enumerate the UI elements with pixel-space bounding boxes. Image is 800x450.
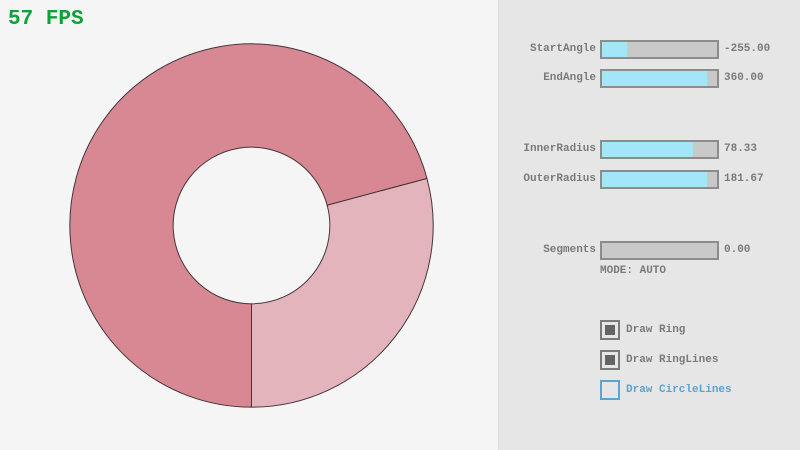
startangle-value: -255.00 xyxy=(724,43,771,55)
startangle-label: StartAngle xyxy=(529,43,596,55)
checkbox-checked-indicator xyxy=(605,355,615,365)
fps-counter: 57 FPS xyxy=(8,8,84,31)
outerradius-label: OuterRadius xyxy=(523,173,596,185)
slider-row-innerradius: InnerRadius 78.33 xyxy=(499,140,800,159)
draw-ringlines-label: Draw RingLines xyxy=(626,354,719,366)
endangle-slider-fill xyxy=(602,71,707,86)
slider-row-outerradius: OuterRadius 181.67 xyxy=(499,170,800,189)
segments-slider[interactable] xyxy=(600,241,719,260)
mode-label: MODE: AUTO xyxy=(600,265,667,277)
checkbox-box[interactable] xyxy=(600,380,620,400)
control-panel: StartAngle -255.00 EndAngle 360.00 Inner… xyxy=(498,0,800,450)
outerradius-slider-fill xyxy=(602,172,707,187)
endangle-value: 360.00 xyxy=(724,72,764,84)
innerradius-slider[interactable] xyxy=(600,140,719,159)
innerradius-slider-fill xyxy=(602,142,693,157)
endangle-label: EndAngle xyxy=(543,72,596,84)
endangle-slider[interactable] xyxy=(600,69,719,88)
render-canvas xyxy=(69,43,434,408)
innerradius-label: InnerRadius xyxy=(523,143,596,155)
outerradius-value: 181.67 xyxy=(724,173,764,185)
draw-ring-label: Draw Ring xyxy=(626,324,686,336)
checkbox-box[interactable] xyxy=(600,350,620,370)
checkbox-checked-indicator xyxy=(605,325,615,335)
draw-circlelines-label: Draw CircleLines xyxy=(626,384,732,396)
ring-segment-single-light xyxy=(251,177,434,408)
segments-value: 0.00 xyxy=(724,244,751,256)
slider-row-segments: Segments 0.00 xyxy=(499,241,800,260)
slider-row-startangle: StartAngle -255.00 xyxy=(499,40,800,59)
startangle-slider[interactable] xyxy=(600,40,719,59)
outerradius-slider[interactable] xyxy=(600,170,719,189)
startangle-slider-fill xyxy=(602,42,628,57)
checkbox-box[interactable] xyxy=(600,320,620,340)
slider-row-endangle: EndAngle 360.00 xyxy=(499,69,800,88)
innerradius-value: 78.33 xyxy=(724,143,758,155)
ring-segment-overlap-dark xyxy=(69,43,428,408)
segments-label: Segments xyxy=(543,244,596,256)
ring-chart xyxy=(69,43,434,408)
